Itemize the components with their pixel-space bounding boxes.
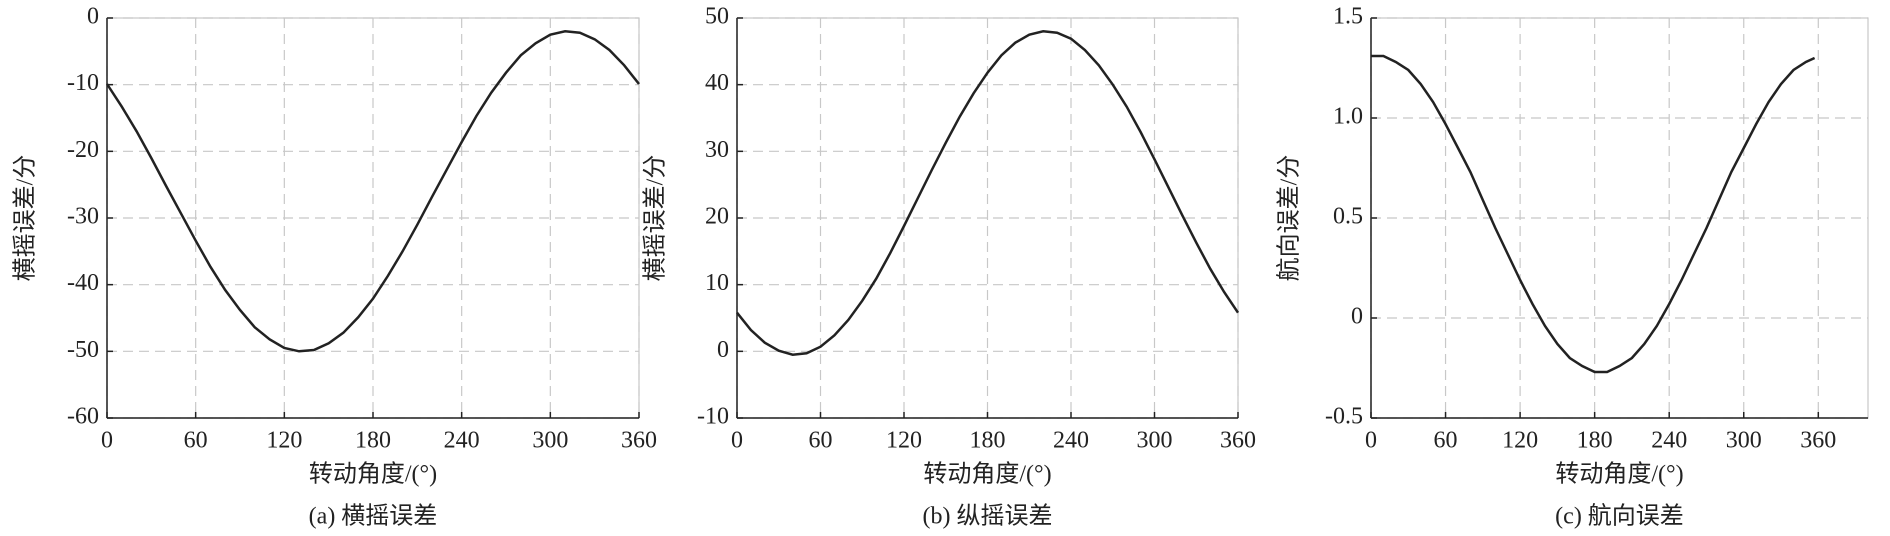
y-tick-label: 20 [705,204,729,230]
y-tick-label: 40 [705,70,729,96]
x-tick-label: 120 [886,428,922,454]
y-tick-label: -30 [67,204,99,230]
caption: (a) 横摇误差 [309,503,438,530]
x-tick-label: 360 [1220,428,1256,454]
data-line [736,30,1240,356]
x-axis-title: 转动角度/(°) [923,461,1051,488]
y-tick-label: -20 [67,137,99,163]
x-tick-label: 0 [101,428,113,454]
y-tick-label: -10 [67,70,99,96]
x-tick-label: 240 [1651,428,1687,454]
y-tick-label: 0 [1351,304,1363,330]
x-tick-label: 0 [1365,428,1377,454]
x-tick-label: 120 [266,428,302,454]
y-tick-label: 30 [705,137,729,163]
x-tick-label: 300 [1137,428,1173,454]
y-tick-label: -60 [67,404,99,430]
x-tick-label: 60 [809,428,833,454]
y-axis-title: 横摇误差/分 [642,155,669,282]
x-tick-label: 60 [184,428,208,454]
caption: (b) 纵摇误差 [923,503,1053,530]
x-tick-label: 300 [1726,428,1762,454]
y-tick-label: -10 [697,404,729,430]
x-tick-label: 180 [1577,428,1613,454]
x-tick-label: 60 [1434,428,1458,454]
y-axis-title: 横摇误差/分 [12,155,39,282]
x-tick-label: 120 [1502,428,1538,454]
y-tick-label: -50 [67,337,99,363]
y-tick-label: 1.5 [1333,4,1363,30]
x-tick-label: 360 [621,428,657,454]
x-tick-label: 180 [970,428,1006,454]
y-axis-title: 航向误差/分 [1276,155,1303,282]
y-tick-label: 0 [87,4,99,30]
y-tick-label: 10 [705,270,729,296]
y-tick-label: 50 [705,4,729,30]
x-tick-label: 240 [444,428,480,454]
y-tick-label: 1.0 [1333,104,1363,130]
y-tick-label: -0.5 [1325,404,1363,430]
data-line [105,30,640,353]
x-axis-title: 转动角度/(°) [309,461,437,488]
y-tick-label: 0.5 [1333,204,1363,230]
x-tick-label: 0 [731,428,743,454]
x-tick-label: 360 [1800,428,1836,454]
x-tick-label: 240 [1053,428,1089,454]
x-axis-title: 转动角度/(°) [1555,461,1683,488]
x-tick-label: 180 [355,428,391,454]
x-tick-label: 300 [532,428,568,454]
y-tick-label: -40 [67,270,99,296]
data-line [1371,54,1816,374]
caption: (c) 航向误差 [1555,503,1684,530]
y-tick-label: 0 [717,337,729,363]
